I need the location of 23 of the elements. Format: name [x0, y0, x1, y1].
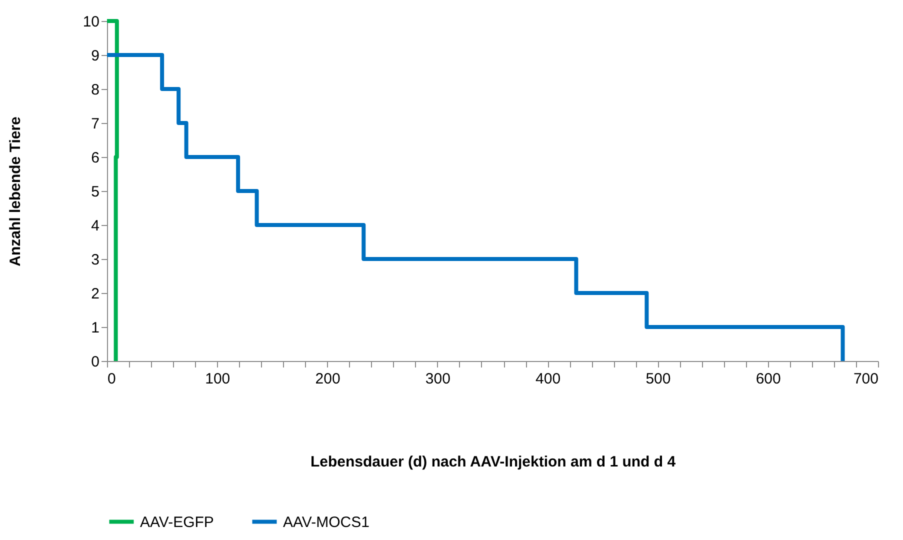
y-tick-label: 10 [82, 14, 100, 30]
y-tick-label: 9 [91, 48, 100, 64]
x-tick-label: 0 [108, 370, 116, 388]
y-tick-label: 2 [91, 286, 100, 302]
x-tick-label: 500 [646, 370, 671, 388]
y-tick-label: 7 [91, 116, 100, 132]
x-axis-title: Lebensdauer (d) nach AAV-Injektion am d 1 und d 4 [310, 454, 676, 470]
y-tick-label: 8 [91, 82, 100, 98]
legend-label: AAV-EGFP [140, 514, 214, 531]
x-tick-label: 400 [536, 370, 561, 388]
legend-label: AAV-MOCS1 [283, 514, 370, 531]
y-tick-label: 4 [91, 218, 100, 234]
x-tick-label: 700 [853, 370, 878, 388]
y-tick-label: 3 [91, 252, 100, 268]
y-tick-label: 1 [91, 320, 100, 336]
y-tick-label: 5 [91, 184, 100, 200]
x-tick-label: 200 [315, 370, 340, 388]
y-tick-label: 0 [91, 354, 100, 370]
y-tick-label: 6 [91, 150, 100, 166]
x-tick-label: 600 [756, 370, 781, 388]
x-tick-label: 100 [205, 370, 230, 388]
x-tick-label: 300 [425, 370, 450, 388]
y-axis-title: Anzahl lebende Tiere [6, 116, 24, 266]
